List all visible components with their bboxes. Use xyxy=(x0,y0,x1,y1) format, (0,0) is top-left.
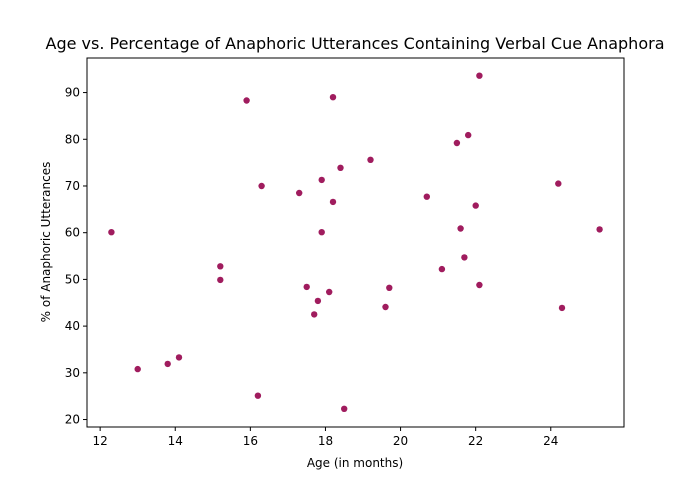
x-tick-label: 12 xyxy=(93,434,108,448)
data-point xyxy=(254,392,262,399)
data-point xyxy=(217,263,224,270)
data-point xyxy=(303,283,310,291)
x-tick-label: 24 xyxy=(543,434,558,448)
y-tick-label: 60 xyxy=(65,226,80,240)
data-point xyxy=(382,303,389,311)
y-tick-label: 50 xyxy=(65,272,80,286)
x-tick-label: 22 xyxy=(468,434,483,448)
x-axis-label: Age (in months) xyxy=(307,456,403,470)
data-point xyxy=(217,276,224,284)
data-point xyxy=(311,311,318,318)
data-point xyxy=(329,198,337,206)
data-point xyxy=(329,94,337,101)
data-point xyxy=(337,164,344,171)
data-point xyxy=(367,156,374,163)
data-point xyxy=(318,229,325,236)
data-point xyxy=(555,180,562,187)
data-point xyxy=(476,281,483,289)
x-tick-label: 18 xyxy=(318,434,333,448)
data-point xyxy=(164,360,171,368)
data-point xyxy=(318,176,325,184)
data-point xyxy=(134,365,141,373)
y-tick-label: 70 xyxy=(65,179,80,193)
data-point xyxy=(461,254,468,261)
y-axis: 20 30 40 50 60 70 80 90 xyxy=(65,86,87,427)
y-tick-label: 90 xyxy=(65,86,80,100)
y-tick-label: 40 xyxy=(65,319,80,333)
data-point xyxy=(457,225,464,232)
y-tick-label: 30 xyxy=(65,366,80,380)
data-point xyxy=(175,354,183,361)
data-point xyxy=(258,182,265,190)
data-point xyxy=(476,72,483,79)
x-tick-label: 14 xyxy=(168,434,183,448)
chart-title: Age vs. Percentage of Anaphoric Utteranc… xyxy=(46,34,665,53)
data-point xyxy=(243,97,250,104)
data-point xyxy=(296,189,303,197)
data-point xyxy=(326,288,333,296)
plot-area xyxy=(108,72,603,412)
data-point xyxy=(423,193,430,200)
data-point xyxy=(453,139,461,147)
data-point xyxy=(438,265,446,273)
plot-frame xyxy=(86,57,625,428)
data-point xyxy=(314,297,322,305)
y-tick-label: 80 xyxy=(65,132,80,146)
data-point xyxy=(596,226,603,233)
x-tick-label: 16 xyxy=(243,434,258,448)
x-tick-label: 20 xyxy=(393,434,408,448)
data-point xyxy=(386,284,393,291)
y-axis-label: % of Anaphoric Utterances xyxy=(39,162,53,323)
data-point xyxy=(108,229,115,236)
data-point xyxy=(558,304,566,312)
data-point xyxy=(341,405,348,412)
y-tick-label: 20 xyxy=(65,413,80,427)
data-point xyxy=(472,202,479,209)
data-point xyxy=(465,131,472,139)
x-axis: 12 14 16 18 20 22 24 xyxy=(93,427,558,448)
